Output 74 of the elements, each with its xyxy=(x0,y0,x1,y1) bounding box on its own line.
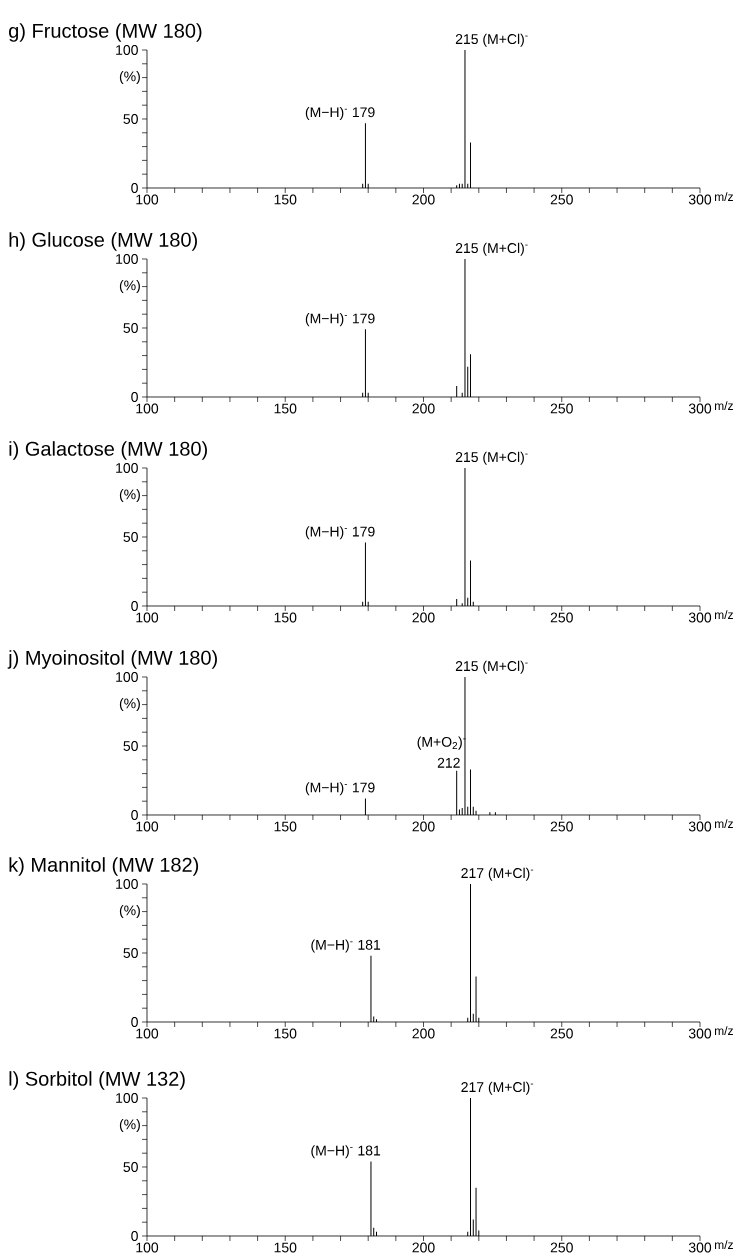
y-tick-label: 0 xyxy=(131,183,138,193)
y-tick-label: 0 xyxy=(131,1017,138,1027)
annotation: 215 (M+Cl)$^{-}$ xyxy=(455,242,528,256)
annotation: (M+O$_{2}$)$^{-}$ xyxy=(417,736,466,750)
annotation: 217 (M+Cl)$^{-}$ xyxy=(461,1081,534,1095)
x-tick-label: 200 xyxy=(412,1242,435,1253)
y-tick-label: 0 xyxy=(131,810,138,820)
y-tick-label: 100 xyxy=(116,672,138,682)
annotation: 217 (M+Cl)$^{-}$ xyxy=(461,867,534,881)
annotation: (M−H)$^{-}$ 181 xyxy=(311,939,381,953)
y-tick-label: 50 xyxy=(123,741,138,751)
x-tick-label: 250 xyxy=(550,612,573,623)
x-tick-label: 250 xyxy=(550,403,573,414)
x-tick-label: 150 xyxy=(274,1028,297,1039)
y-tick-label: 0 xyxy=(131,601,138,611)
chart-title: j) Myoinositol (MW 180) xyxy=(7,650,217,669)
x-tick-label: 200 xyxy=(412,1028,435,1039)
annotation: 212 xyxy=(437,757,460,768)
x-tick-label: 200 xyxy=(412,194,435,205)
y-axis-title: (%) xyxy=(119,698,140,712)
x-tick-label: 300 xyxy=(688,612,712,623)
chart-title: k) Mannitol (MW 182) xyxy=(9,857,199,876)
annotation: 215 (M+Cl)$^{-}$ xyxy=(455,660,528,674)
y-tick-label: 100 xyxy=(116,45,138,55)
y-tick-label: 50 xyxy=(123,532,138,542)
annotation: (M−H)$^{-}$ 179 xyxy=(305,782,375,796)
y-tick-label: 100 xyxy=(116,254,138,264)
y-tick-label: 0 xyxy=(131,392,138,402)
x-tick-label: 150 xyxy=(274,403,297,414)
x-tick-label: 250 xyxy=(550,194,573,205)
x-axis-title: m/z xyxy=(715,401,733,410)
y-axis-title: (%) xyxy=(119,71,140,85)
y-axis-title: (%) xyxy=(119,280,140,294)
chart-title: h) Glucose (MW 180) xyxy=(9,232,197,251)
annotation: 215 (M+Cl)$^{-}$ xyxy=(455,451,528,465)
y-tick-label: 100 xyxy=(116,879,138,889)
y-axis-title: (%) xyxy=(119,1119,140,1133)
annotation: (M−H)$^{-}$ 179 xyxy=(305,313,375,327)
annotation: 215 (M+Cl)$^{-}$ xyxy=(455,33,528,47)
x-tick-label: 200 xyxy=(412,821,435,832)
y-tick-label: 50 xyxy=(123,323,138,333)
y-tick-label: 100 xyxy=(116,463,138,473)
x-axis-title: m/z xyxy=(715,1026,733,1035)
y-axis-title: (%) xyxy=(119,489,140,503)
x-tick-label: 200 xyxy=(412,612,435,623)
y-tick-label: 50 xyxy=(123,114,138,124)
x-tick-label: 150 xyxy=(274,612,297,623)
x-tick-label: 300 xyxy=(688,194,712,205)
chart-title: l) Sorbitol (MW 132) xyxy=(9,1071,185,1090)
chart-title: g) Fructose (MW 180) xyxy=(9,23,202,42)
x-tick-label: 300 xyxy=(688,1028,712,1039)
chart-title: i) Galactose (MW 180) xyxy=(9,441,207,460)
x-tick-label: 300 xyxy=(688,1242,712,1253)
x-tick-label: 150 xyxy=(274,1242,297,1253)
y-tick-label: 50 xyxy=(123,948,138,958)
y-axis-title: (%) xyxy=(119,905,140,919)
x-tick-label: 200 xyxy=(412,403,435,414)
x-tick-label: 300 xyxy=(688,821,712,832)
y-tick-label: 0 xyxy=(131,1231,138,1241)
x-tick-label: 150 xyxy=(274,821,297,832)
x-axis-title: m/z xyxy=(715,192,733,201)
annotation: (M−H)$^{-}$ 179 xyxy=(305,526,375,540)
x-tick-label: 250 xyxy=(550,1242,573,1253)
x-tick-label: 250 xyxy=(550,1028,573,1039)
x-tick-label: 250 xyxy=(550,821,573,832)
y-tick-label: 100 xyxy=(116,1093,138,1103)
annotation: (M−H)$^{-}$ 181 xyxy=(311,1145,381,1159)
x-tick-label: 150 xyxy=(274,194,297,205)
x-axis-title: m/z xyxy=(715,819,733,828)
annotation: (M−H)$^{-}$ 179 xyxy=(305,106,375,120)
x-axis-title: m/z xyxy=(715,610,733,619)
x-axis-title: m/z xyxy=(715,1240,733,1249)
x-tick-label: 300 xyxy=(688,403,712,414)
y-tick-label: 50 xyxy=(123,1162,138,1172)
